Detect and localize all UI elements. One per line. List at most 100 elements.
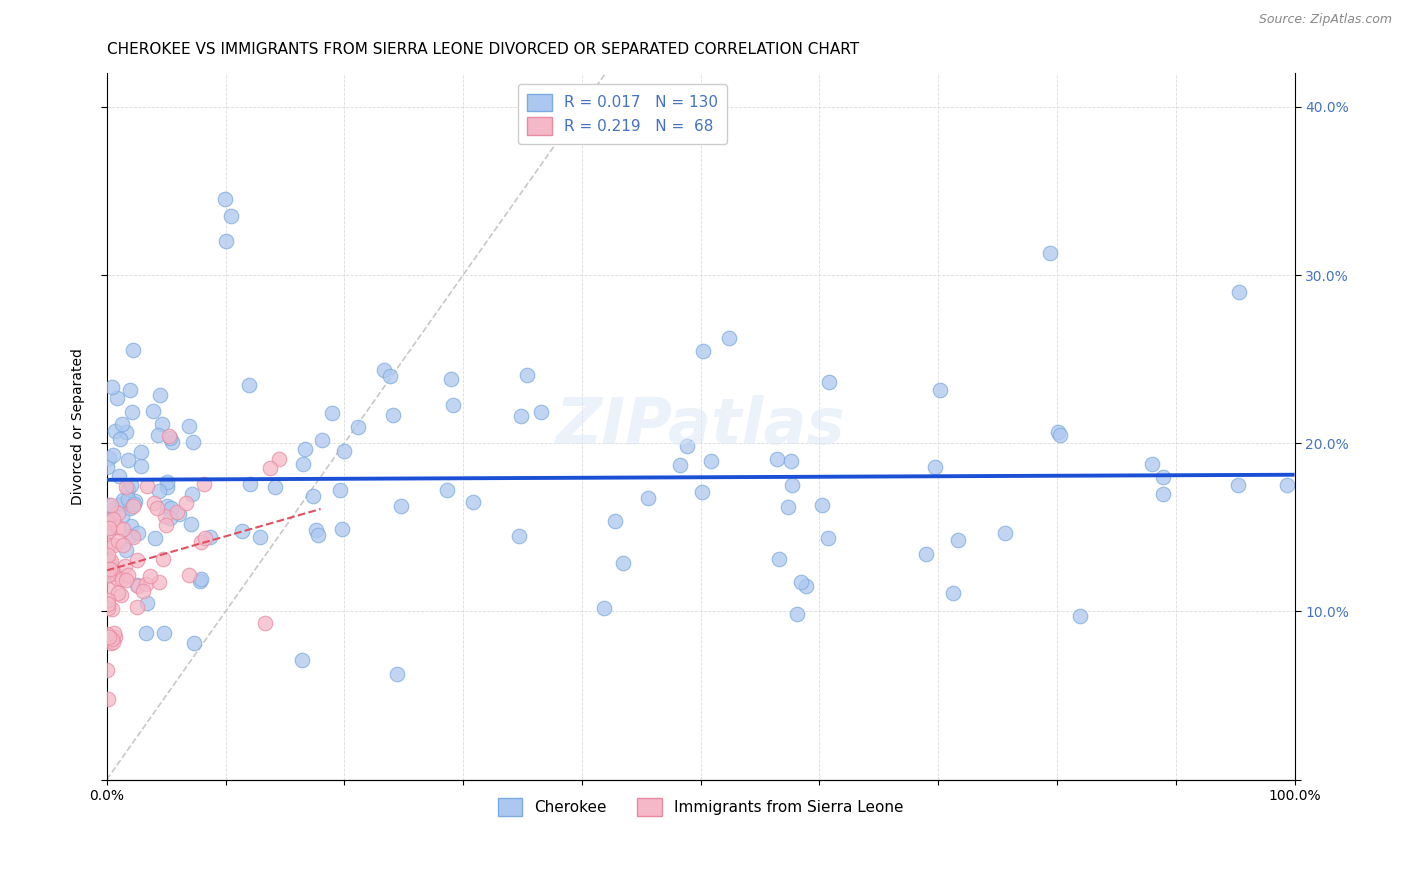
- Point: [188, 574, 211, 589]
- Y-axis label: Divorced or Separated: Divorced or Separated: [72, 348, 86, 505]
- Point: [152, 552, 174, 566]
- Point: [122, 497, 145, 511]
- Point: [198, 530, 221, 544]
- Point: [135, 577, 157, 591]
- Point: [1227, 285, 1250, 299]
- Point: [789, 574, 811, 589]
- Point: [100, 558, 122, 573]
- Point: [97, 582, 120, 596]
- Point: [592, 600, 614, 615]
- Point: [142, 404, 165, 418]
- Point: [127, 525, 149, 540]
- Point: [105, 571, 128, 585]
- Point: [718, 330, 741, 344]
- Point: [1275, 478, 1298, 492]
- Point: [269, 451, 291, 466]
- Point: [101, 635, 124, 649]
- Point: [676, 440, 699, 454]
- Point: [177, 568, 200, 582]
- Point: [132, 583, 155, 598]
- Point: [122, 530, 145, 544]
- Point: [107, 586, 129, 600]
- Point: [97, 567, 120, 582]
- Point: [108, 468, 131, 483]
- Point: [97, 554, 120, 568]
- Point: [157, 429, 180, 443]
- Point: [143, 496, 166, 510]
- Point: [101, 380, 124, 394]
- Point: [169, 507, 191, 521]
- Point: [1140, 457, 1163, 471]
- Point: [103, 424, 125, 438]
- Point: [98, 561, 121, 575]
- Point: [817, 531, 839, 545]
- Point: [231, 524, 253, 539]
- Point: [307, 527, 329, 541]
- Point: [160, 435, 183, 450]
- Point: [530, 405, 553, 419]
- Point: [1069, 609, 1091, 624]
- Point: [440, 372, 463, 386]
- Point: [1046, 425, 1069, 439]
- Point: [183, 636, 205, 650]
- Point: [381, 409, 404, 423]
- Point: [794, 579, 817, 593]
- Point: [104, 566, 127, 581]
- Point: [100, 636, 122, 650]
- Point: [692, 343, 714, 358]
- Point: [155, 480, 177, 494]
- Point: [98, 515, 121, 529]
- Point: [103, 538, 125, 552]
- Point: [100, 632, 122, 646]
- Point: [153, 508, 176, 523]
- Point: [436, 483, 458, 498]
- Point: [180, 517, 202, 532]
- Point: [117, 491, 139, 506]
- Point: [190, 534, 212, 549]
- Point: [136, 479, 159, 493]
- Point: [125, 552, 148, 566]
- Point: [329, 483, 352, 497]
- Point: [100, 554, 122, 568]
- Point: [103, 448, 125, 462]
- Point: [115, 425, 138, 439]
- Point: [156, 499, 179, 513]
- Point: [127, 599, 149, 614]
- Point: [143, 531, 166, 545]
- Point: [97, 592, 120, 607]
- Point: [153, 625, 176, 640]
- Point: [385, 667, 408, 681]
- Point: [516, 368, 538, 382]
- Point: [330, 522, 353, 536]
- Point: [115, 573, 138, 587]
- Point: [508, 529, 530, 543]
- Text: ZIPatlas: ZIPatlas: [555, 395, 845, 458]
- Point: [811, 498, 834, 512]
- Point: [1049, 428, 1071, 442]
- Text: CHEROKEE VS IMMIGRANTS FROM SIERRA LEONE DIVORCED OR SEPARATED CORRELATION CHART: CHEROKEE VS IMMIGRANTS FROM SIERRA LEONE…: [107, 42, 859, 57]
- Point: [127, 579, 149, 593]
- Point: [110, 497, 132, 511]
- Point: [97, 548, 120, 562]
- Point: [120, 529, 142, 543]
- Point: [129, 458, 152, 473]
- Point: [103, 626, 125, 640]
- Point: [994, 526, 1017, 541]
- Point: [380, 368, 402, 383]
- Point: [778, 500, 800, 514]
- Point: [108, 433, 131, 447]
- Point: [122, 500, 145, 514]
- Point: [461, 495, 484, 509]
- Point: [347, 420, 370, 434]
- Point: [98, 565, 121, 579]
- Point: [111, 572, 134, 586]
- Point: [305, 524, 328, 538]
- Point: [259, 461, 281, 475]
- Point: [117, 452, 139, 467]
- Point: [105, 391, 128, 405]
- Point: [96, 568, 118, 582]
- Point: [112, 493, 135, 508]
- Point: [139, 569, 162, 583]
- Point: [98, 521, 121, 535]
- Point: [96, 663, 118, 677]
